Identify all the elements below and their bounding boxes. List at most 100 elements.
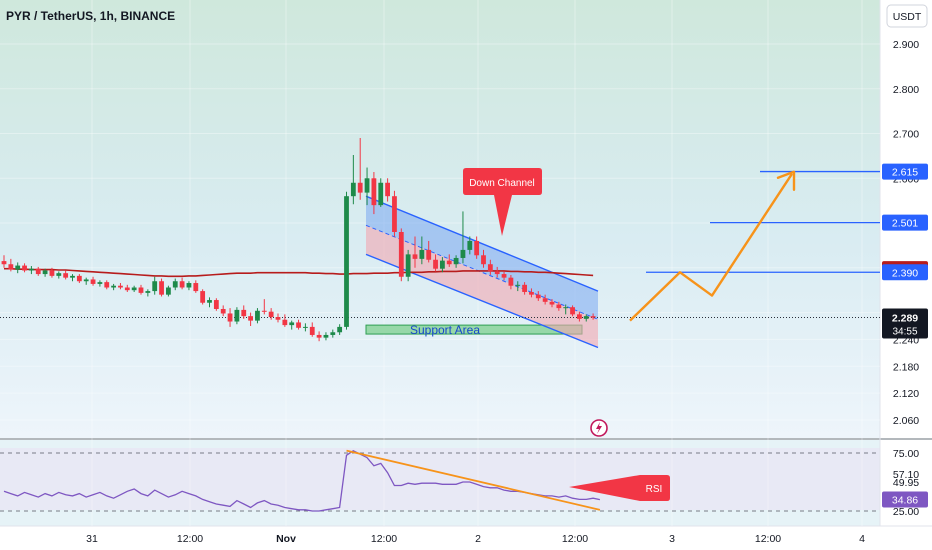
channel-upper-line[interactable] (365, 195, 599, 292)
candle-body[interactable] (118, 285, 123, 288)
candle-body[interactable] (446, 260, 452, 265)
candle-body[interactable] (487, 264, 493, 272)
channel-lower-line[interactable] (365, 253, 599, 349)
candle-body[interactable] (433, 259, 438, 269)
candle-body[interactable] (378, 182, 384, 206)
candle-body[interactable] (8, 264, 14, 270)
candle-body[interactable] (261, 310, 267, 312)
candle-body[interactable] (159, 281, 164, 295)
candle-body[interactable] (83, 279, 89, 282)
candle-body[interactable] (241, 309, 247, 317)
candle-body[interactable] (29, 268, 34, 271)
candle-body[interactable] (412, 254, 418, 259)
candle-body[interactable] (227, 313, 233, 322)
moving-average-line[interactable] (4, 267, 594, 278)
candle-body[interactable] (255, 310, 260, 321)
candle-body[interactable] (467, 240, 473, 250)
candle-body[interactable] (90, 279, 96, 284)
candle-body[interactable] (145, 291, 151, 293)
candle-body[interactable] (474, 240, 480, 256)
candle-body[interactable] (275, 317, 281, 320)
candle-body[interactable] (303, 326, 308, 328)
candle-body[interactable] (49, 270, 55, 276)
candle-body[interactable] (542, 298, 548, 302)
candle-body[interactable] (15, 265, 21, 270)
candle-body[interactable] (76, 275, 82, 282)
candle-body[interactable] (337, 326, 343, 333)
candle-body[interactable] (213, 300, 219, 309)
candle-body[interactable] (131, 287, 137, 291)
candle-body[interactable] (350, 182, 356, 197)
candle-body[interactable] (111, 285, 116, 288)
candle-body[interactable] (577, 314, 582, 319)
candle-body[interactable] (22, 265, 27, 271)
lightning-icon[interactable] (590, 419, 608, 437)
price-badge-2-390[interactable]: 2.390 (882, 264, 928, 281)
candle-body[interactable] (42, 270, 48, 275)
candle-body[interactable] (323, 334, 329, 338)
candle-body[interactable] (398, 232, 404, 277)
candle-body[interactable] (494, 271, 500, 275)
candle-body[interactable] (282, 319, 288, 326)
candle-body[interactable] (385, 182, 390, 197)
candle-body[interactable] (522, 284, 527, 292)
candle-body[interactable] (186, 283, 192, 288)
candle-body[interactable] (220, 308, 226, 314)
candle-body[interactable] (481, 255, 486, 265)
price-badge-2-615[interactable]: 2.615 (882, 163, 928, 180)
candle-body[interactable] (152, 281, 158, 292)
candle-body[interactable] (289, 322, 295, 326)
candle-body[interactable] (97, 282, 103, 284)
candle-body[interactable] (63, 273, 69, 278)
candle-body[interactable] (124, 287, 130, 291)
price-badge-2-289[interactable]: 2.289 34:55 (882, 308, 928, 339)
candle-body[interactable] (549, 301, 555, 305)
time-axis-background[interactable] (0, 526, 932, 550)
candle-body[interactable] (193, 283, 199, 292)
candle-body[interactable] (234, 309, 240, 322)
candle-body[interactable] (535, 294, 541, 299)
candle-body[interactable] (515, 284, 521, 286)
candle-body[interactable] (248, 316, 253, 321)
candle-body[interactable] (316, 334, 322, 338)
candle-body[interactable] (392, 196, 397, 232)
candle-body[interactable] (570, 307, 575, 315)
rsi-line[interactable] (3, 449, 601, 512)
candle-body[interactable] (590, 316, 596, 318)
candle-body[interactable] (200, 291, 206, 303)
candle-body[interactable] (268, 311, 274, 318)
candle-body[interactable] (344, 196, 349, 327)
candle-body[interactable] (405, 254, 411, 277)
candle-body[interactable] (179, 281, 185, 288)
candle-body[interactable] (364, 178, 370, 193)
candle-body[interactable] (296, 322, 301, 328)
candle-body[interactable] (556, 304, 562, 309)
candle-body[interactable] (166, 287, 171, 295)
candle-body[interactable] (508, 277, 514, 286)
candle-body[interactable] (501, 274, 507, 278)
candle-body[interactable] (56, 273, 62, 276)
candle-body[interactable] (35, 268, 41, 275)
candle-body[interactable] (426, 249, 432, 260)
candle-body[interactable] (330, 332, 336, 335)
candle-body[interactable] (309, 326, 315, 335)
candle-body[interactable] (70, 275, 75, 278)
candle-body[interactable] (529, 291, 534, 295)
candle-body[interactable] (419, 249, 425, 259)
candle-body[interactable] (453, 257, 459, 265)
rsi-current-badge[interactable]: 34.86 (882, 491, 928, 508)
candle-body[interactable] (138, 287, 144, 293)
projection-arrow-line[interactable] (629, 173, 794, 322)
rsi-divergence-line[interactable] (346, 449, 601, 511)
candle-body[interactable] (207, 300, 212, 303)
symbol-title[interactable]: PYR / TetherUS, 1h, BINANCE (6, 9, 175, 23)
candle-body[interactable] (357, 182, 363, 193)
candle-body[interactable] (371, 178, 377, 206)
candle-body[interactable] (583, 316, 589, 319)
candle-body[interactable] (1, 261, 7, 265)
candle-body[interactable] (104, 282, 110, 288)
candle-body[interactable] (172, 281, 178, 288)
price-badge-2-501[interactable]: 2.501 (882, 214, 928, 231)
candle-body[interactable] (563, 307, 569, 309)
